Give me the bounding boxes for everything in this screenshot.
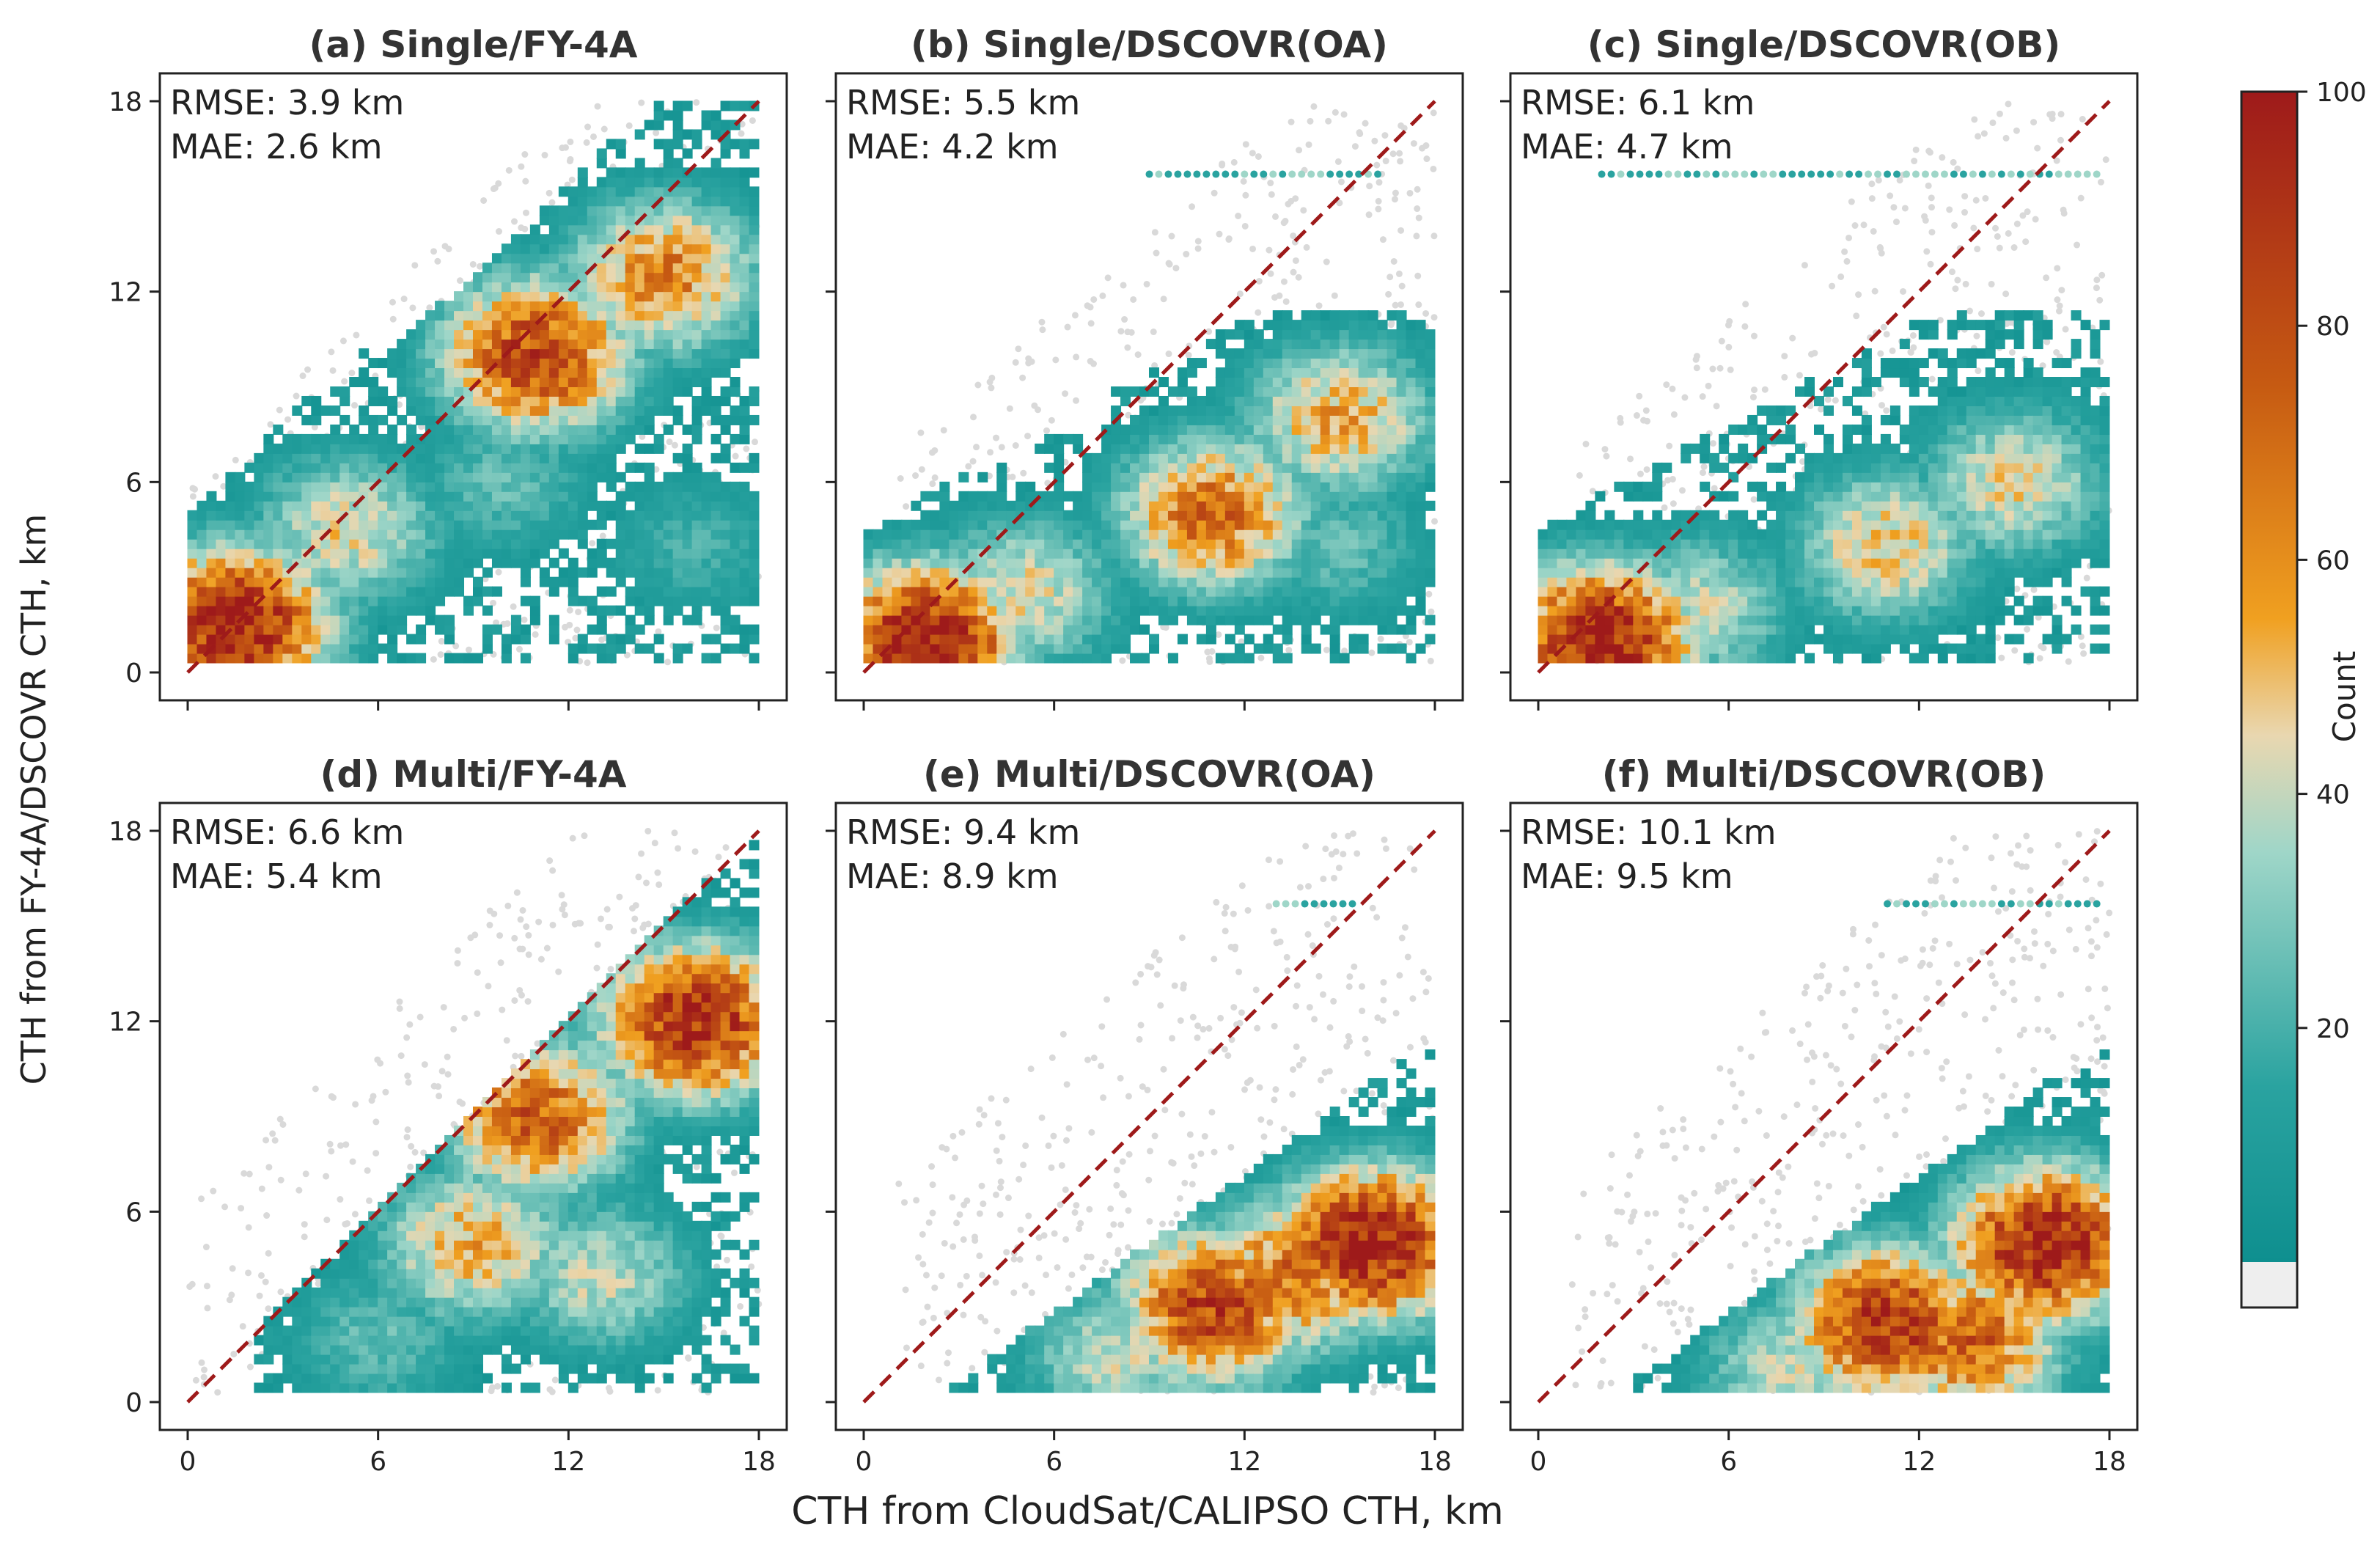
x-tick-label: 12 — [1902, 1447, 1936, 1477]
panel-title: (f) Multi/DSCOVR(OB) — [1602, 753, 2046, 796]
colorbar-tick-label: 40 — [2316, 780, 2350, 810]
colorbar-tick-label: 100 — [2316, 78, 2367, 108]
y-tick-label: 6 — [125, 1197, 142, 1228]
rmse-annotation: RMSE: 6.6 km — [170, 812, 404, 852]
rmse-annotation: RMSE: 3.9 km — [170, 83, 404, 122]
x-tick-label: 6 — [370, 1447, 386, 1477]
plot-frame — [834, 72, 1464, 702]
density-cells — [186, 827, 763, 1396]
mae-annotation: MAE: 4.7 km — [1521, 127, 1733, 166]
density-cells — [1538, 100, 2112, 666]
panel-title: (d) Multi/FY-4A — [320, 753, 627, 796]
x-tick-label: 6 — [1720, 1447, 1737, 1477]
one-to-one-line — [1537, 829, 2111, 1404]
plot-frame — [158, 72, 788, 702]
y-tick-label: 12 — [109, 278, 142, 308]
colorbar-tick-label: 60 — [2316, 546, 2350, 576]
x-tick-label: 0 — [856, 1447, 873, 1477]
mae-annotation: MAE: 4.2 km — [846, 127, 1059, 166]
plot-frame — [158, 801, 788, 1431]
colorbar: 20 40 60 80 100 Count — [2240, 78, 2367, 1309]
y-tick-label: 0 — [125, 659, 142, 689]
plot-frame — [1509, 801, 2139, 1431]
plot-frame — [1509, 72, 2139, 702]
colorbar-gradient — [2241, 92, 2297, 1262]
y-tick-label: 18 — [109, 87, 142, 117]
panel-3: (c) Single/DSCOVR(OB) RMSE: 6.1 km MAE: 4.… — [1500, 23, 2139, 711]
panel-title: (b) Single/DSCOVR(OA) — [911, 23, 1388, 66]
x-tick-label: 18 — [2093, 1447, 2126, 1477]
plot-frame — [834, 801, 1464, 1431]
panel-title: (a) Single/FY-4A — [309, 23, 638, 66]
y-axis-label: CTH from FY-4A/DSCOVR CTH, km — [14, 514, 54, 1085]
colorbar-tick-label: 80 — [2316, 312, 2350, 342]
panel-4: 0 6 12 18 0 6 12 18 (d) Multi/FY-4A RMSE: 6.6 kmM… — [109, 753, 788, 1477]
panel-title: (e) Multi/DSCOVR(OA) — [923, 753, 1376, 796]
colorbar-under-swatch — [2241, 1262, 2297, 1307]
density-cells — [187, 99, 762, 667]
one-to-one-line — [862, 100, 1436, 674]
panel-5: 0 6 12 18 (e) Multi/DSCOVR(OA) RMSE: 9.4 kmMA… — [826, 753, 1464, 1477]
y-tick-label: 12 — [109, 1008, 142, 1038]
one-to-one-line — [862, 829, 1436, 1404]
mae-annotation: MAE: 2.6 km — [170, 127, 383, 166]
x-tick-label: 18 — [1418, 1447, 1452, 1477]
y-tick-label: 18 — [109, 817, 142, 847]
panel-title: (c) Single/DSCOVR(OB) — [1587, 23, 2060, 66]
x-tick-label: 12 — [1227, 1447, 1261, 1477]
one-to-one-line — [1537, 100, 2111, 674]
colorbar-label: Count — [2326, 651, 2362, 743]
mae-annotation: MAE: 5.4 km — [170, 856, 383, 896]
rmse-annotation: RMSE: 5.5 km — [846, 83, 1080, 122]
x-tick-label: 18 — [742, 1447, 776, 1477]
density-cells — [863, 103, 1439, 666]
x-tick-label: 12 — [551, 1447, 585, 1477]
y-tick-label: 6 — [125, 468, 142, 498]
x-axis-label: CTH from CloudSat/CALIPSO CTH, km — [791, 1489, 1504, 1533]
x-tick-label: 6 — [1046, 1447, 1062, 1477]
panels-group: 0 6 12 18 (a) Single/FY-4A RMSE: 3.9 km MAE: 2… — [109, 23, 2139, 1477]
colorbar-tick-label: 20 — [2316, 1014, 2350, 1044]
rmse-annotation: RMSE: 6.1 km — [1521, 83, 1755, 122]
rmse-annotation: RMSE: 9.4 km — [846, 812, 1080, 852]
y-tick-label: 0 — [125, 1388, 142, 1418]
panel-6: 0 6 12 18 (f) Multi/DSCOVR(OB) RMSE: 10.1 kmM… — [1500, 753, 2139, 1477]
density-cells — [1568, 828, 2113, 1396]
x-tick-label: 0 — [180, 1447, 197, 1477]
x-tick-label: 0 — [1530, 1447, 1547, 1477]
panel-1: 0 6 12 18 (a) Single/FY-4A RMSE: 3.9 km MAE: 2… — [109, 23, 788, 711]
density-cells — [895, 830, 1436, 1396]
rmse-annotation: RMSE: 10.1 km — [1521, 812, 1777, 852]
colorbar-frame — [2240, 90, 2299, 1309]
one-to-one-line — [186, 829, 760, 1404]
mae-annotation: MAE: 9.5 km — [1521, 856, 1733, 896]
panel-2: (b) Single/DSCOVR(OA) RMSE: 5.5 km MAE: 4.… — [826, 23, 1464, 711]
mae-annotation: MAE: 8.9 km — [846, 856, 1059, 896]
one-to-one-line — [186, 100, 760, 674]
